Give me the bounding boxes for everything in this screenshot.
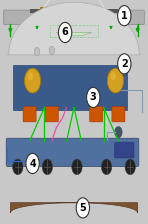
Circle shape xyxy=(28,72,33,80)
FancyBboxPatch shape xyxy=(40,7,48,13)
FancyBboxPatch shape xyxy=(23,107,36,122)
Circle shape xyxy=(101,159,112,175)
Circle shape xyxy=(76,198,90,218)
Text: 4: 4 xyxy=(29,159,36,168)
Circle shape xyxy=(87,87,100,108)
FancyBboxPatch shape xyxy=(4,10,144,25)
Circle shape xyxy=(58,22,72,43)
Circle shape xyxy=(49,46,54,54)
Circle shape xyxy=(72,159,82,175)
FancyBboxPatch shape xyxy=(45,107,58,122)
Circle shape xyxy=(118,54,131,74)
Polygon shape xyxy=(56,32,92,36)
Polygon shape xyxy=(10,203,138,213)
Circle shape xyxy=(115,127,122,138)
Text: 6: 6 xyxy=(62,28,69,37)
Circle shape xyxy=(26,153,39,174)
Circle shape xyxy=(118,6,131,26)
Text: 2: 2 xyxy=(121,59,128,69)
Circle shape xyxy=(34,47,40,56)
Circle shape xyxy=(13,159,23,175)
FancyBboxPatch shape xyxy=(63,7,71,13)
Text: 1: 1 xyxy=(121,11,128,21)
FancyBboxPatch shape xyxy=(115,142,134,158)
Circle shape xyxy=(111,72,116,80)
Circle shape xyxy=(107,68,124,93)
Text: 5: 5 xyxy=(79,203,86,213)
FancyBboxPatch shape xyxy=(30,9,118,13)
FancyBboxPatch shape xyxy=(112,107,125,122)
Polygon shape xyxy=(7,2,141,55)
FancyBboxPatch shape xyxy=(13,65,127,110)
Circle shape xyxy=(24,68,41,93)
Text: 3: 3 xyxy=(90,93,97,102)
FancyBboxPatch shape xyxy=(90,107,103,122)
FancyBboxPatch shape xyxy=(85,7,93,13)
Circle shape xyxy=(125,159,135,175)
FancyBboxPatch shape xyxy=(6,138,139,166)
Circle shape xyxy=(42,159,53,175)
